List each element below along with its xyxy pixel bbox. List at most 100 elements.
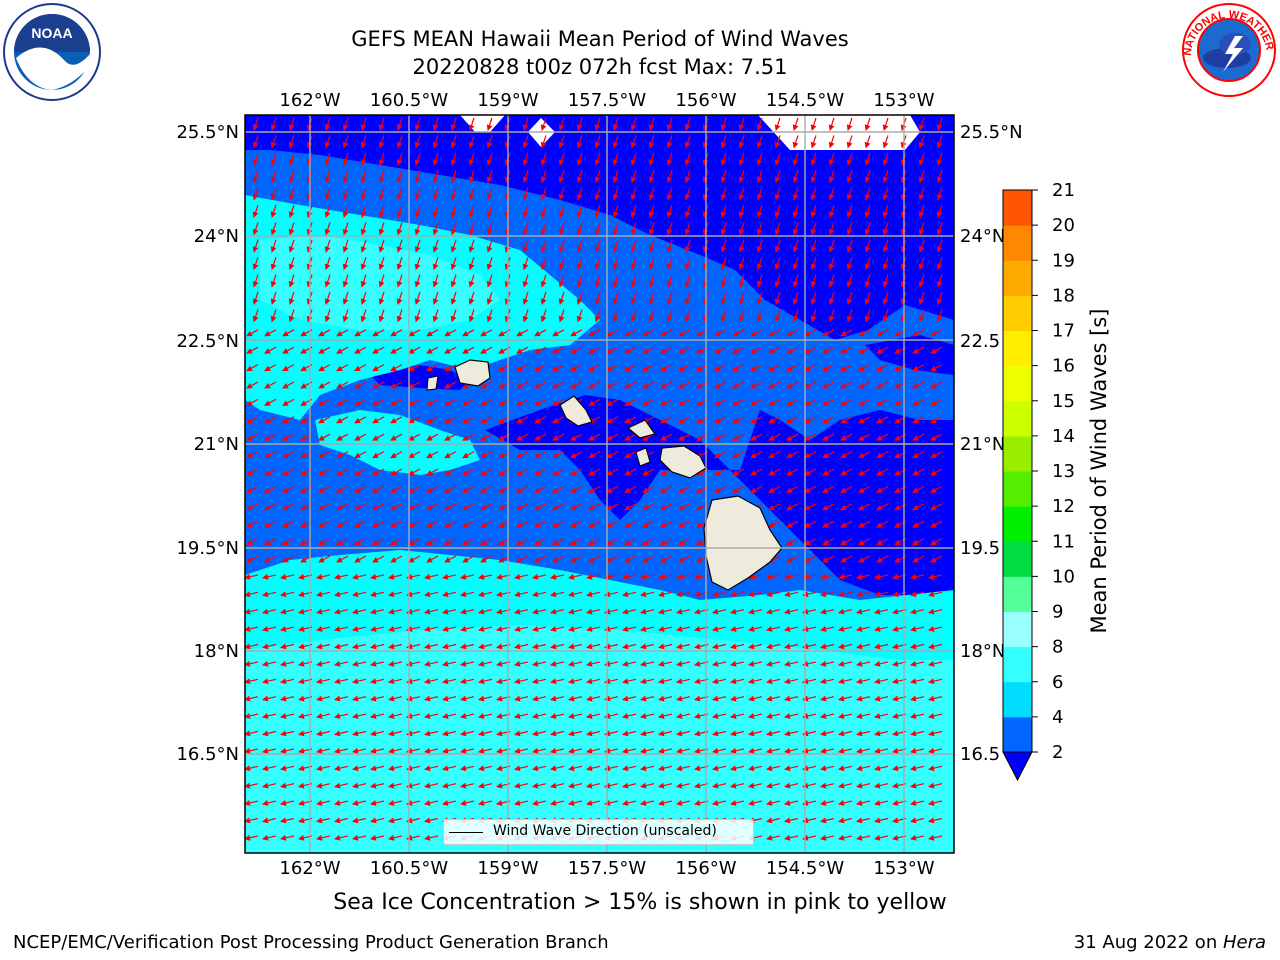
wind-wave-arrow — [918, 222, 925, 236]
wind-wave-arrow — [876, 468, 889, 476]
wind-wave-arrow — [246, 433, 259, 441]
wind-wave-arrow — [882, 239, 889, 253]
wind-wave-arrow — [480, 346, 493, 354]
wind-wave-arrow — [804, 364, 817, 372]
wind-wave-arrow — [264, 329, 277, 337]
wind-wave-arrow — [756, 239, 763, 253]
wind-wave-arrow — [288, 135, 295, 149]
wind-wave-arrow — [876, 416, 889, 424]
wind-wave-arrow — [822, 364, 835, 372]
wind-wave-arrow — [540, 239, 547, 253]
wind-wave-arrow — [918, 309, 925, 323]
wind-wave-arrow — [558, 257, 565, 271]
wind-wave-arrow — [768, 433, 781, 441]
wind-wave-arrow — [792, 135, 799, 149]
wind-wave-arrow — [828, 135, 835, 149]
wind-wave-arrow — [594, 257, 601, 271]
wind-wave-arrow — [372, 433, 385, 441]
lat-label-left: 18°N — [194, 641, 239, 662]
wind-wave-arrow — [324, 274, 331, 288]
wind-wave-arrow — [588, 468, 601, 476]
wind-wave-arrow — [804, 381, 817, 389]
wind-wave-arrow — [822, 468, 835, 476]
wind-wave-arrow — [660, 364, 673, 372]
wind-wave-arrow — [630, 239, 637, 253]
wind-wave-arrow — [462, 329, 475, 337]
wind-wave-arrow — [594, 135, 601, 149]
contour-6-8-south — [245, 625, 954, 853]
wind-wave-arrow — [540, 170, 547, 184]
wind-wave-arrow — [318, 451, 331, 459]
wind-wave-arrow — [882, 152, 889, 166]
wind-wave-arrow — [612, 291, 619, 305]
wind-wave-arrow — [408, 398, 421, 406]
colorbar-tick-label: 13 — [1052, 461, 1075, 482]
wind-wave-arrow — [630, 222, 637, 236]
wind-wave-arrow — [594, 204, 601, 218]
wind-wave-arrow — [252, 257, 259, 271]
wind-wave-arrow — [558, 309, 565, 323]
wind-wave-arrow — [318, 381, 331, 389]
wind-wave-arrow — [828, 257, 835, 271]
colorbar-tick-label: 8 — [1052, 637, 1063, 658]
wind-wave-arrow — [756, 152, 763, 166]
wind-wave-arrow — [414, 239, 421, 253]
wind-wave-arrow — [288, 291, 295, 305]
wind-wave-arrow — [660, 381, 673, 389]
wind-wave-arrow — [864, 274, 871, 288]
wind-wave-arrow — [396, 152, 403, 166]
wind-wave-arrow — [252, 135, 259, 149]
wind-wave-arrow — [534, 329, 547, 337]
wind-wave-arrow — [642, 381, 655, 389]
wind-wave-arrow — [606, 416, 619, 424]
wind-wave-arrow — [414, 309, 421, 323]
wind-wave-arrow — [252, 309, 259, 323]
wind-wave-arrow — [360, 170, 367, 184]
wind-wave-arrow — [648, 152, 655, 166]
wind-wave-arrow — [606, 451, 619, 459]
wind-wave-arrow — [624, 346, 637, 354]
wind-wave-arrow — [588, 381, 601, 389]
wind-wave-arrow — [444, 398, 457, 406]
wind-wave-arrow — [360, 274, 367, 288]
wind-wave-arrow — [480, 433, 493, 441]
wind-wave-arrow — [522, 257, 529, 271]
wind-wave-arrow — [876, 398, 889, 406]
wind-wave-arrow — [714, 381, 727, 389]
wind-wave-arrow — [354, 451, 367, 459]
wind-wave-arrow — [282, 416, 295, 424]
wind-wave-arrow — [840, 451, 853, 459]
wind-wave-arrow — [882, 274, 889, 288]
wind-wave-arrow — [450, 257, 457, 271]
wind-wave-arrow — [462, 468, 475, 476]
wind-wave-arrow — [642, 329, 655, 337]
wind-wave-arrow — [774, 274, 781, 288]
wind-wave-arrow — [666, 274, 673, 288]
wind-wave-arrow — [396, 187, 403, 201]
wind-wave-arrow — [432, 135, 439, 149]
colorbar-segment — [1003, 330, 1032, 367]
wind-wave-arrow — [648, 291, 655, 305]
wind-wave-arrow — [930, 381, 943, 389]
wind-wave-arrow — [570, 346, 583, 354]
wind-wave-arrow — [864, 239, 871, 253]
wind-wave-arrow — [840, 346, 853, 354]
wind-wave-arrow — [336, 364, 349, 372]
wind-wave-arrow — [804, 346, 817, 354]
wind-wave-arrow — [936, 152, 943, 166]
wind-wave-arrow — [360, 152, 367, 166]
wind-wave-arrow — [876, 381, 889, 389]
wind-wave-arrow — [756, 309, 763, 323]
wind-wave-arrow — [684, 187, 691, 201]
legend-label: Wind Wave Direction (unscaled) — [493, 823, 717, 839]
wind-wave-arrow — [594, 222, 601, 236]
colorbar: 2 4 6 8 9 10 11 12 13 14 15 16 17 18 19 20 21 — [1002, 180, 1075, 782]
lat-label-left: 21°N — [194, 434, 239, 455]
wind-wave-arrow — [588, 433, 601, 441]
wind-wave-arrow — [846, 222, 853, 236]
wind-wave-direction-arrows — [245, 117, 943, 841]
wind-wave-arrow — [786, 451, 799, 459]
wind-wave-arrow — [828, 274, 835, 288]
lat-label-right: 21°N — [960, 434, 1005, 455]
wind-wave-arrow — [804, 416, 817, 424]
